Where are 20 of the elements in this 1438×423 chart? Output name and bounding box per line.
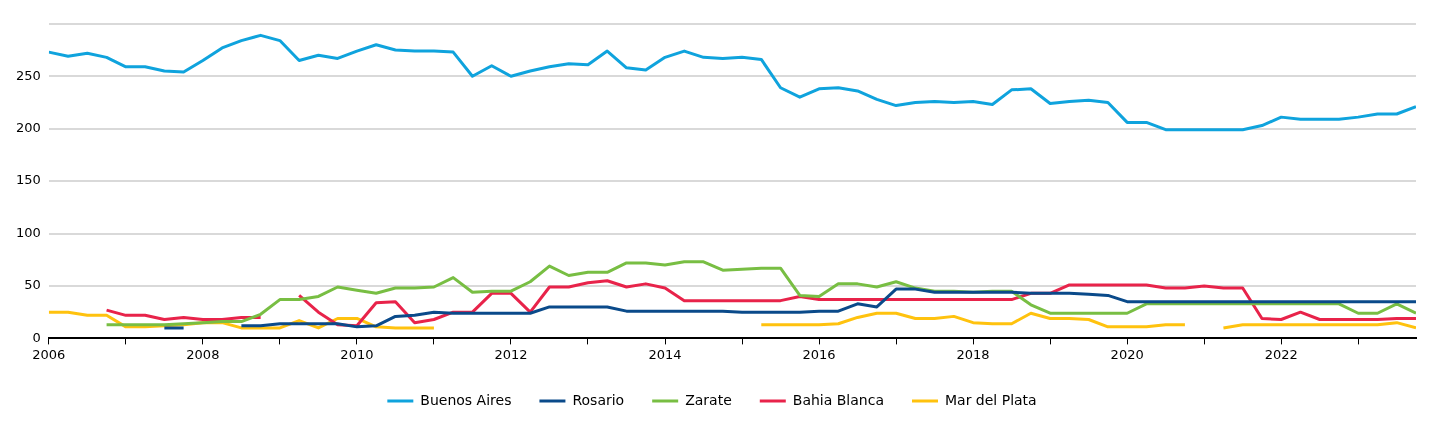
x-tick-label: 2008 <box>186 346 220 362</box>
y-tick-label: 50 <box>24 277 41 293</box>
y-tick-label: 100 <box>15 224 41 240</box>
x-tick-label: 2018 <box>956 346 990 362</box>
x-tick-label: 2014 <box>648 346 682 362</box>
legend-label: Rosario <box>572 391 625 408</box>
legend-label: Buenos Aires <box>420 391 512 408</box>
y-tick-label: 0 <box>32 329 41 345</box>
x-tick-label: 2022 <box>1264 346 1298 362</box>
y-tick-label: 150 <box>15 172 41 188</box>
legend-label: Bahia Blanca <box>792 391 884 408</box>
x-tick-label: 2010 <box>340 346 374 362</box>
x-tick-label: 2006 <box>32 346 66 362</box>
legend-label: Mar del Plata <box>944 391 1037 408</box>
y-tick-label: 200 <box>15 120 41 136</box>
legend-label: Zarate <box>685 391 732 408</box>
x-tick-label: 2016 <box>802 346 836 362</box>
y-tick-label: 250 <box>15 67 41 83</box>
x-tick-label: 2012 <box>494 346 528 362</box>
x-tick-label: 2020 <box>1110 346 1144 362</box>
